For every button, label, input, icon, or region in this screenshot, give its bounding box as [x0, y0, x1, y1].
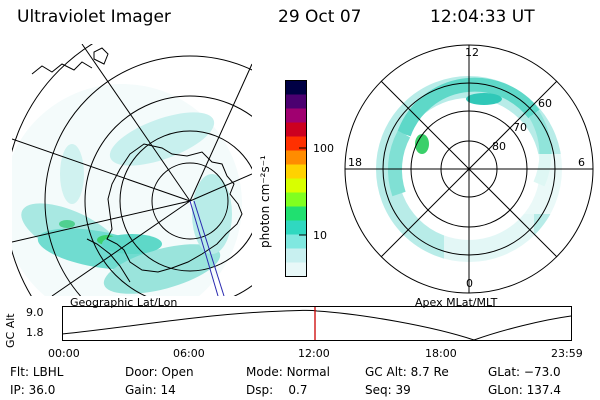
- colorbar-tick-10: 10: [313, 229, 327, 242]
- status-gc-alt: GC Alt: 8.7 Re: [365, 365, 449, 379]
- orbit-y-axis-label: GC Alt: [4, 313, 17, 348]
- orbit-xtick-1800: 18:00: [425, 347, 457, 360]
- status-filter: Flt: LBHL: [10, 365, 64, 379]
- colorbar-step: [285, 262, 307, 277]
- colorbar-step: [285, 94, 307, 109]
- status-ip: IP: 36.0: [10, 383, 56, 397]
- magnetic-caption: Apex MLat/MLT: [415, 296, 498, 309]
- colorbar-step: [285, 108, 307, 123]
- colorbar-tick-100: 100: [313, 142, 334, 155]
- mlt-label-0: 0: [466, 277, 473, 290]
- mlat-label-70: 70: [513, 121, 527, 134]
- mlt-label-6: 6: [578, 156, 585, 169]
- colorbar-step: [285, 206, 307, 221]
- colorbar-step: [285, 220, 307, 235]
- latitude-grid: [12, 44, 252, 296]
- status-mode: Mode: Normal: [246, 365, 330, 379]
- orbit-altitude-curve: [62, 309, 572, 341]
- aurora-oval: [21, 112, 232, 294]
- colorbar-step: [285, 136, 307, 151]
- colorbar-step: [285, 234, 307, 249]
- status-gain: Gain: 14: [125, 383, 176, 397]
- colorbar-step: [285, 122, 307, 137]
- colorbar-step: [285, 150, 307, 165]
- peninsula-coastline: [86, 238, 131, 283]
- instrument-title: Ultraviolet Imager: [17, 7, 171, 27]
- status-dsp: Dsp: 0.7: [246, 383, 308, 397]
- time-label: 12:04:33 UT: [430, 7, 535, 27]
- mlat-grid: [344, 44, 594, 294]
- colorbar: [285, 80, 307, 277]
- colorbar-unit-label: photon cm⁻²s⁻¹: [258, 155, 272, 248]
- date-label: 29 Oct 07: [278, 7, 362, 27]
- island-coastline: [93, 47, 109, 65]
- status-glon: GLon: 137.4: [488, 383, 561, 397]
- satellite-footprint: [189, 200, 225, 296]
- orbit-xtick-0600: 06:00: [173, 347, 205, 360]
- orbit-xtick-2359: 23:59: [551, 347, 583, 360]
- orbit-ytick-9: 9.0: [26, 306, 44, 319]
- antarctica-coastline: [106, 143, 243, 273]
- mlt-label-18: 18: [348, 156, 362, 169]
- colorbar-step: [285, 192, 307, 207]
- longitude-grid: [12, 44, 252, 296]
- colorbar-step: [285, 248, 307, 263]
- colorbar-step: [285, 80, 307, 95]
- colorbar-step: [285, 178, 307, 193]
- status-seq: Seq: 39: [365, 383, 411, 397]
- colorbar-step: [285, 164, 307, 179]
- orbit-ytick-1-8: 1.8: [26, 326, 44, 339]
- geographic-caption: Geographic Lat/Lon: [70, 296, 178, 309]
- orbit-altitude-plot: [62, 306, 572, 341]
- orbit-xtick-1200: 12:00: [298, 347, 330, 360]
- status-glat: GLat: −73.0: [488, 365, 561, 379]
- coastline-north: [31, 61, 93, 75]
- magnetic-polar-plot: [344, 44, 594, 294]
- geographic-aurora-image: [12, 44, 252, 296]
- orbit-xtick-0000: 00:00: [48, 347, 80, 360]
- status-door: Door: Open: [125, 365, 194, 379]
- mlat-label-80: 80: [492, 140, 506, 153]
- mlt-label-12: 12: [465, 46, 479, 59]
- mlat-label-60: 60: [538, 97, 552, 110]
